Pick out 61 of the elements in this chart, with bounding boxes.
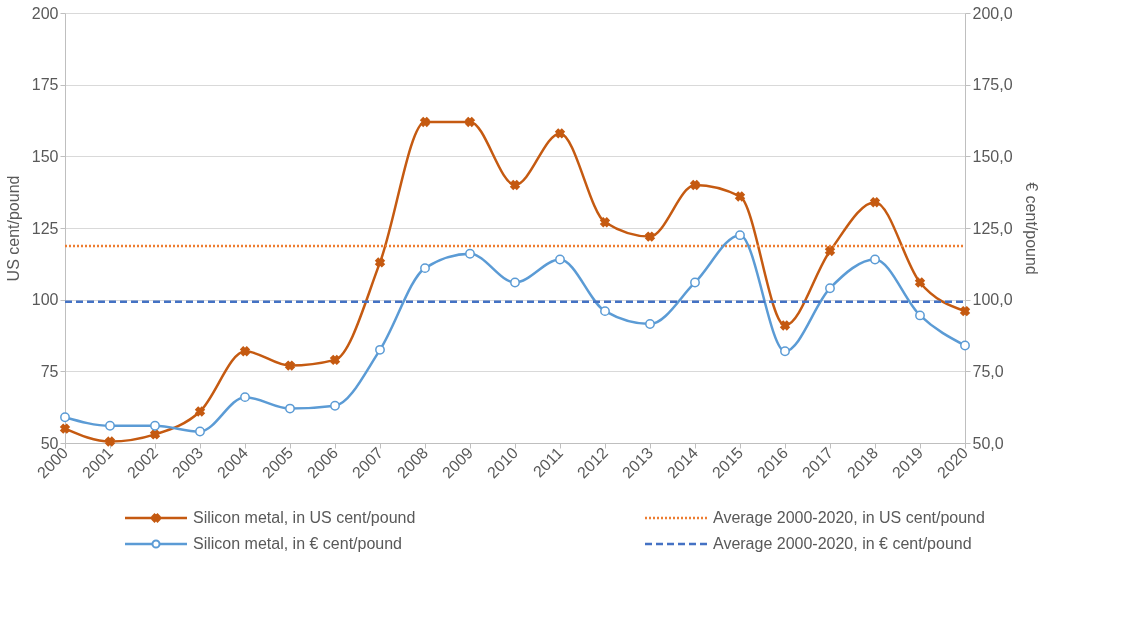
point [825,283,835,294]
point [330,400,340,411]
point [240,392,250,403]
point [420,117,430,127]
y2-tick-label: 150,0 [972,147,1013,165]
point [915,277,925,288]
point [645,231,655,242]
y2-tick-label: 75,0 [972,362,1004,380]
point [330,354,340,365]
y2-tick-label: 200,0 [972,4,1013,22]
y2-tick-label: 100,0 [972,291,1013,309]
legend-label: Silicon metal, in US cent/pound [193,509,416,526]
point [60,423,70,434]
point [105,420,115,431]
y-tick-label: 150 [31,147,59,165]
point [150,429,160,440]
point [510,180,520,190]
point [510,277,520,288]
point [375,344,385,355]
y2-tick-label: 50,0 [972,434,1004,452]
point [600,217,610,228]
point [195,426,205,437]
point [465,117,475,127]
point [735,230,745,241]
legend-label: Average 2000-2020, in US cent/pound [713,509,985,526]
y2-tick-label: 175,0 [972,76,1013,94]
y-tick-label: 175 [31,76,59,94]
point [825,246,835,256]
point [690,277,700,288]
point [915,310,925,321]
point [600,306,610,317]
point [870,254,880,265]
point [375,257,385,268]
y-tick-label: 100 [31,291,59,309]
point [105,436,115,447]
point [645,319,655,329]
y-axis-title: US cent/pound [4,175,22,282]
point [780,320,790,331]
legend-label: Average 2000-2020, in € cent/pound [713,535,972,552]
point [690,180,700,190]
point [420,263,430,274]
point [150,420,160,431]
legend-label: Silicon metal, in € cent/pound [193,535,403,552]
point [285,360,295,371]
point [960,306,970,317]
point [780,346,790,357]
y2-tick-label: 125,0 [972,219,1013,237]
y-tick-label: 75 [40,362,59,380]
point [735,191,745,202]
point [60,412,70,423]
point [555,128,565,139]
y-tick-label: 125 [31,219,59,237]
point [870,197,880,208]
y-tick-label: 200 [31,4,59,22]
point [960,340,970,351]
point [240,346,250,357]
point [555,254,565,265]
point [465,248,475,259]
y2-axis-title: € cent/pound [1022,182,1040,275]
point [195,406,205,417]
point [285,403,295,414]
